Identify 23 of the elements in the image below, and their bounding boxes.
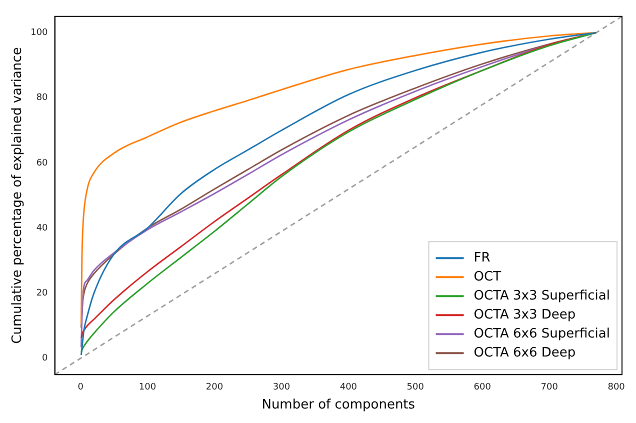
x-tick-label: 300 xyxy=(272,382,290,392)
x-tick-label: 700 xyxy=(540,382,558,392)
y-axis-title: Cumulative percentage of explained variance xyxy=(10,47,26,344)
x-tick-label: 400 xyxy=(340,382,358,392)
legend-label: OCTA 6x6 Superficial xyxy=(474,326,610,342)
y-tick-label: 0 xyxy=(42,354,48,364)
y-tick-label: 40 xyxy=(36,223,48,234)
y-tick-label: 100 xyxy=(30,28,48,38)
legend-label: OCT xyxy=(474,269,502,284)
legend-label: OCTA 3x3 Superficial xyxy=(474,288,610,304)
x-tick-label: 500 xyxy=(406,382,424,392)
x-tick-label: 0 xyxy=(78,382,84,392)
y-tick-label: 20 xyxy=(36,288,48,299)
x-tick-label: 200 xyxy=(206,382,224,392)
y-tick-label: 60 xyxy=(36,158,48,168)
legend-label: OCTA 6x6 Deep xyxy=(474,345,576,360)
x-tick-label: 600 xyxy=(474,382,492,392)
x-tick-label: 100 xyxy=(138,382,156,392)
x-tick-label: 800 xyxy=(608,382,626,392)
legend-label: OCTA 3x3 Deep xyxy=(474,307,576,322)
legend-label: FR xyxy=(474,250,490,266)
x-axis-title: Number of components xyxy=(262,398,416,413)
y-tick-label: 80 xyxy=(36,93,48,104)
